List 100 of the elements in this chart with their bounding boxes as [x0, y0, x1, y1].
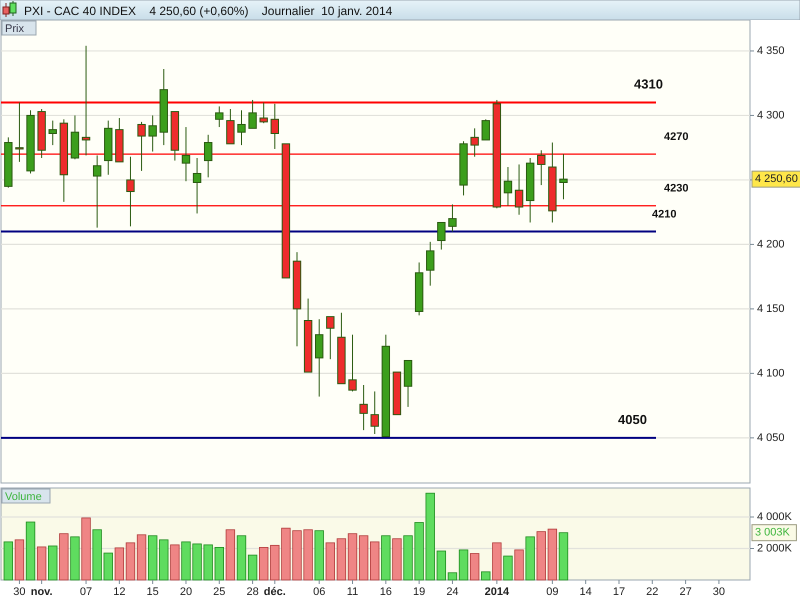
x-tick-label: 09 — [546, 586, 558, 598]
candlestick — [248, 99, 257, 129]
candlestick — [48, 120, 57, 146]
y-tick-label: 4 200 — [757, 238, 785, 250]
candlestick — [15, 102, 24, 162]
candlestick — [514, 164, 524, 216]
bar — [381, 535, 391, 580]
bar — [226, 529, 236, 580]
bar — [236, 535, 246, 580]
y-axis-title: Prix — [5, 23, 24, 35]
text: 4 250,60 — [755, 173, 798, 186]
bar — [126, 542, 136, 580]
bar — [470, 553, 480, 580]
bar — [59, 533, 69, 580]
candlestick — [226, 108, 235, 144]
bar — [248, 554, 258, 580]
candlestick — [326, 316, 335, 360]
bar — [525, 536, 535, 580]
bar — [81, 518, 91, 580]
bar — [492, 542, 502, 580]
candlestick — [559, 154, 568, 200]
bar — [458, 550, 468, 580]
bar — [36, 546, 46, 580]
bar — [392, 538, 402, 580]
candlestick — [259, 102, 268, 124]
bar — [348, 533, 358, 580]
ref-line-label: 4230 — [664, 182, 688, 195]
candlestick — [92, 154, 102, 228]
candlestick — [192, 157, 202, 214]
x-tick-label: 28 — [246, 586, 259, 598]
candlestick — [448, 204, 457, 232]
candlestick — [359, 384, 368, 431]
bar — [514, 550, 524, 580]
candlestick — [537, 150, 546, 186]
candlestick — [348, 334, 357, 392]
x-tick-label: 20 — [180, 586, 192, 598]
x-tick-label: 22 — [646, 586, 658, 598]
bar — [292, 530, 302, 580]
candlestick — [215, 106, 224, 128]
bar — [503, 556, 513, 580]
candlestick — [370, 390, 379, 434]
y-tick-label: 4 150 — [757, 302, 785, 315]
bar — [70, 536, 80, 580]
candlestick — [470, 128, 479, 158]
x-tick-label: 30 — [712, 586, 726, 598]
bar — [26, 522, 36, 580]
candlestick — [137, 121, 146, 172]
x-tick-label: 24 — [446, 586, 459, 598]
x-tick-label: 27 — [679, 586, 692, 598]
x-tick-label: 07 — [80, 586, 92, 598]
candlestick — [437, 222, 446, 250]
candlestick — [126, 156, 135, 227]
ref-line-label: 4270 — [664, 131, 688, 144]
candlestick — [237, 110, 246, 146]
x-tick-label: 15 — [146, 586, 159, 598]
candlestick — [315, 318, 324, 398]
y-tick-label: 2 000K — [757, 542, 793, 554]
ref-line-label: 4310 — [634, 76, 663, 92]
y-tick-label: 4 000K — [757, 510, 793, 523]
candlestick — [482, 118, 490, 140]
bar — [314, 530, 324, 580]
bar — [114, 547, 124, 580]
candlestick — [426, 241, 434, 286]
x-tick-label: 25 — [213, 586, 226, 598]
ref-line-label: 4050 — [618, 412, 647, 427]
bar — [181, 541, 191, 580]
candlestick — [182, 126, 190, 182]
bar — [481, 571, 490, 580]
y-axis-title: Volume — [5, 491, 42, 503]
candlestick — [504, 166, 512, 206]
x-tick-label: 2014 — [484, 586, 510, 598]
bar — [403, 535, 413, 580]
chart-title: PXI - CAC 40 INDEX 4 250,60 (+0,60%) Journalier 10 janv. 2014 — [24, 4, 393, 18]
x-tick-label: 16 — [380, 586, 392, 598]
y-tick-label: 4 350 — [757, 44, 785, 57]
candlestick — [270, 103, 279, 150]
candlestick — [148, 114, 157, 152]
y-tick-label: 4 050 — [757, 432, 785, 444]
x-tick-label: 12 — [113, 586, 126, 598]
bar — [14, 539, 24, 580]
x-tick-label: déc. — [264, 586, 286, 598]
text: 3 003K — [755, 526, 791, 539]
candlestick — [82, 45, 90, 156]
x-tick-label: 19 — [413, 586, 426, 598]
bar — [303, 529, 313, 580]
x-tick-label: 14 — [580, 586, 592, 598]
y-tick-label: 4 100 — [757, 367, 785, 380]
bar — [136, 534, 146, 580]
x-tick-label: 06 — [313, 586, 326, 598]
x-tick-label: 17 — [612, 586, 626, 598]
bar — [4, 541, 14, 580]
x-tick-label: nov. — [30, 586, 53, 598]
candlestick — [204, 134, 212, 178]
ref-line-label: 4210 — [652, 208, 676, 221]
bar — [48, 546, 58, 580]
bar — [170, 544, 180, 580]
x-tick-label: 11 — [346, 586, 358, 598]
y-tick-label: 4 300 — [757, 109, 785, 122]
bar — [558, 532, 568, 580]
x-tick-label: 30 — [13, 586, 26, 598]
